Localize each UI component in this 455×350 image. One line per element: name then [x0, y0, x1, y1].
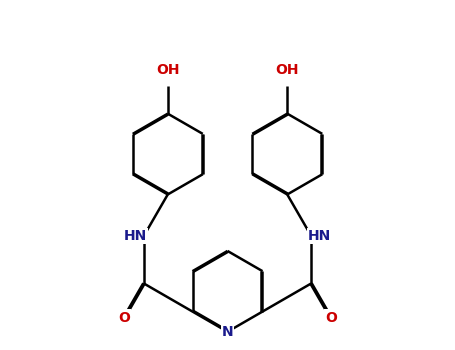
Text: N: N — [222, 325, 233, 339]
Text: O: O — [325, 310, 337, 324]
Text: OH: OH — [276, 63, 299, 77]
Text: O: O — [118, 310, 130, 324]
Text: OH: OH — [156, 63, 179, 77]
Text: HN: HN — [124, 229, 147, 243]
Text: HN: HN — [308, 229, 331, 243]
